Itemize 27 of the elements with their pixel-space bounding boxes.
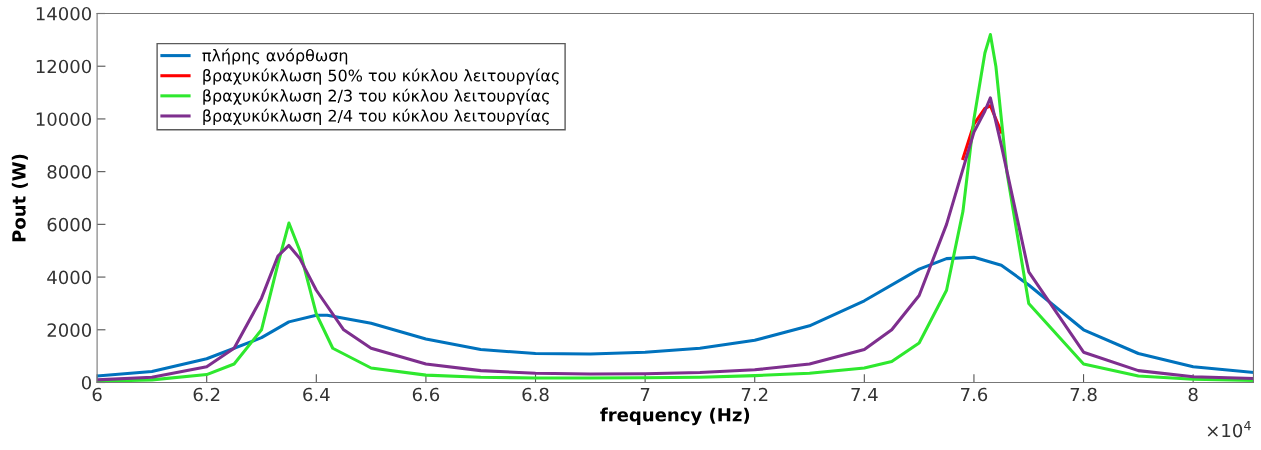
x-tick-label: 7.2 [741,387,768,402]
text: ×10$^{4}$ [1207,420,1251,438]
x-tick-label: 8 [1188,387,1198,402]
y-axis-title: Pout (W) [11,154,28,242]
x-tick-label: 7.4 [851,387,878,402]
legend-label: βραχυκύκλωση 2/4 του κύκλου λειτουργίας [203,108,549,125]
x-tick-label: 6.8 [522,387,549,402]
x-tick-label: 6 [92,387,102,402]
y-tick-label: 4000 [47,270,92,285]
x-tick-label: 7.6 [961,387,988,402]
x-tick-label: 6.4 [303,387,330,402]
y-tick-label: 14000 [36,6,92,21]
x-tick-label: 7 [640,387,650,402]
x-tick-label: 6.6 [412,387,440,402]
x-axis-title: frequency (Hz) [600,407,750,426]
line-series [97,255,1254,378]
y-tick-label: 10000 [36,112,92,127]
x-tick-label: 6.2 [193,387,220,402]
legend-label: βραχυκύκλωση 50% του κύκλου λειτουργίας [203,68,559,85]
y-tick-label: 8000 [47,165,92,179]
legend-label: πλήρης ανόρθωση [202,48,348,65]
y-tick-label: 2000 [47,323,92,337]
x-tick-label: 7.8 [1070,387,1097,402]
y-tick-label: 12000 [36,59,92,74]
y-tick-label: 0 [81,375,92,390]
y-tick-label: 6000 [47,217,92,232]
legend-label: βραχυκύκλωση 2/3 του κύκλου λειτουργίας [203,88,549,105]
